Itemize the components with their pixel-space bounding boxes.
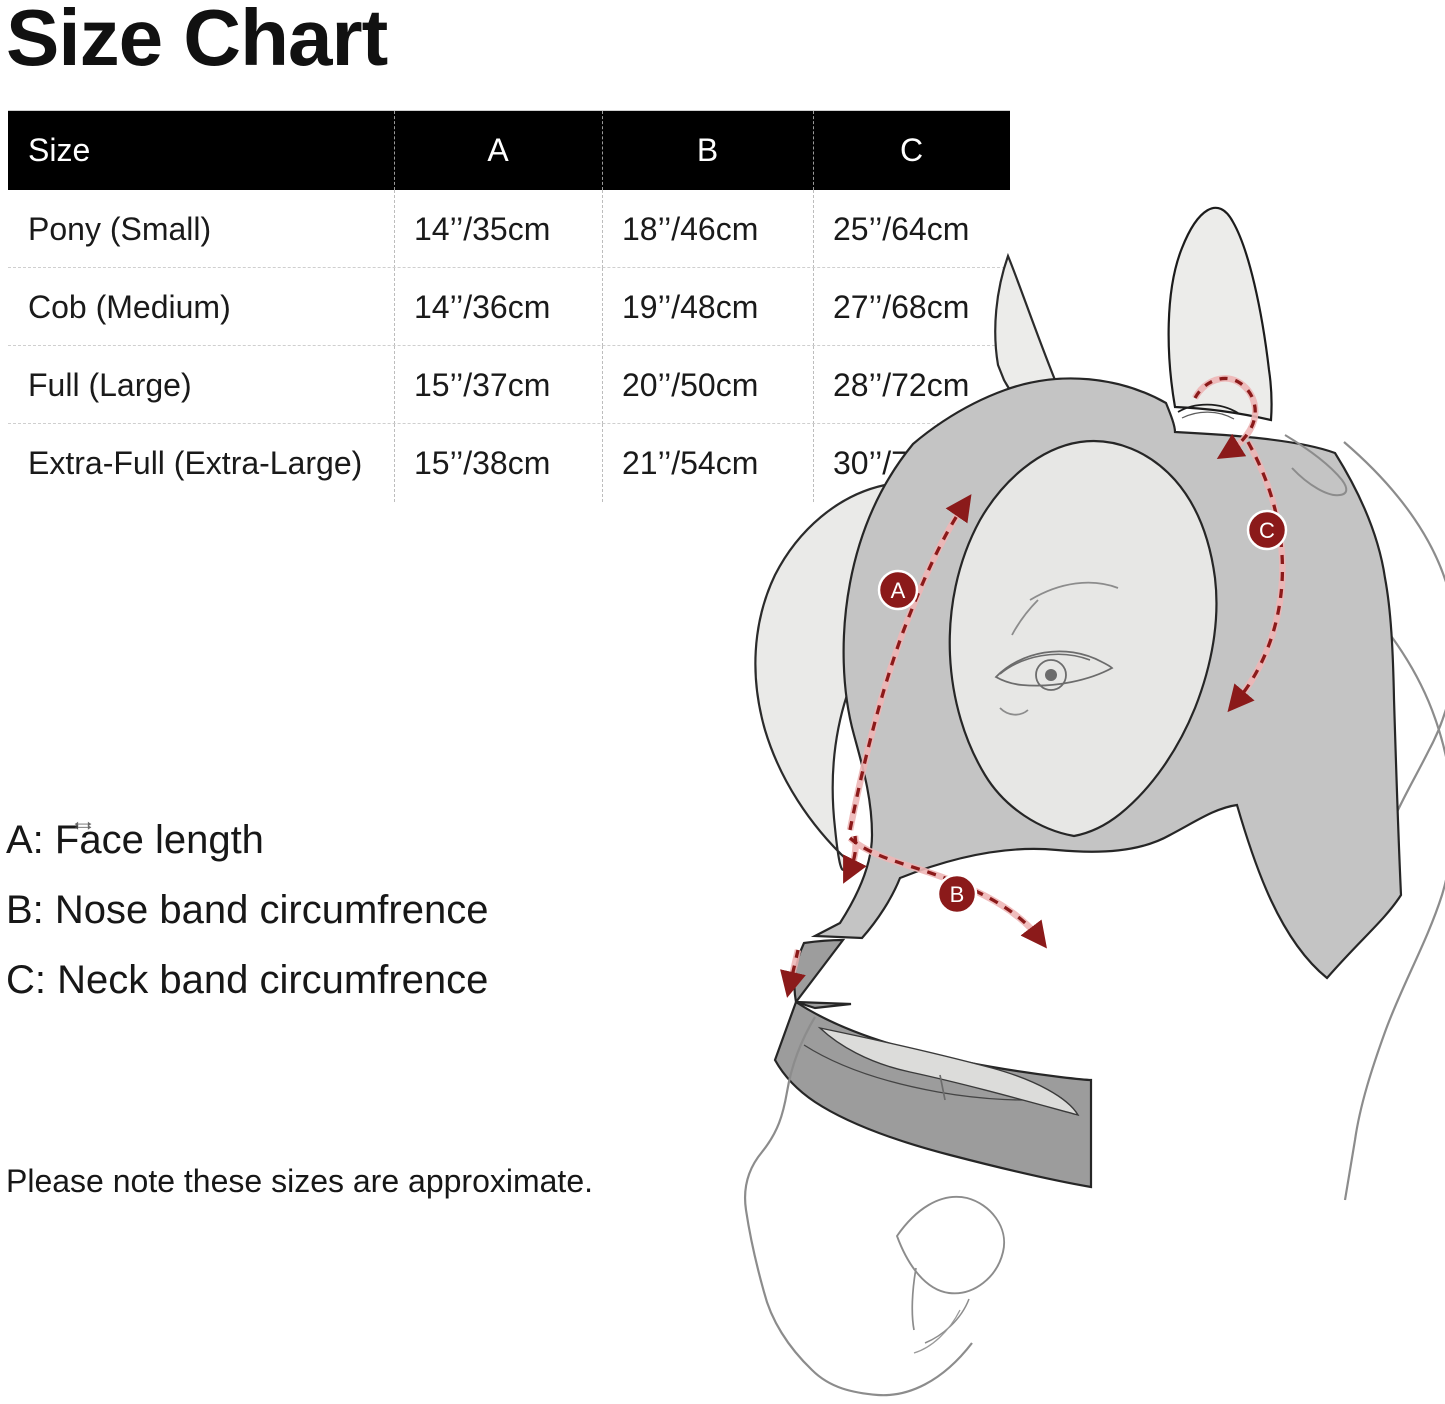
svg-text:B: B bbox=[950, 882, 965, 907]
svg-text:A: A bbox=[891, 578, 906, 603]
svg-text:C: C bbox=[1259, 518, 1275, 543]
